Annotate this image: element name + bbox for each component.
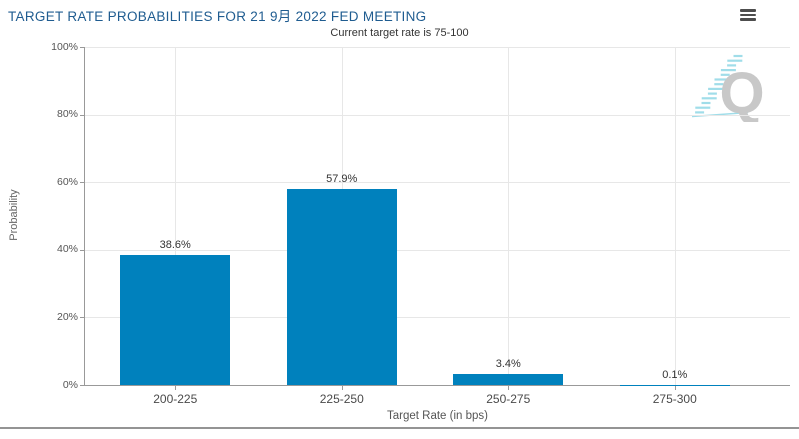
x-axis-tick [674,386,676,390]
bar [120,254,231,385]
y-axis-tick [80,182,85,184]
x-axis-tick [508,386,510,390]
y-axis-tick [80,249,85,251]
v-gridline [508,47,510,385]
x-axis-line [84,385,790,386]
category-label: 250-275 [486,392,531,406]
h-gridline [85,47,790,48]
category-label: 275-300 [652,392,697,406]
chart-title: TARGET RATE PROBABILITIES FOR 21 9月 2022… [8,9,427,24]
v-gridline [674,47,676,385]
bar [286,189,397,385]
y-tick-label: 20% [56,310,78,323]
y-axis-tick [80,385,85,386]
bar-value-label: 3.4% [495,357,521,370]
hamburger-bar [740,13,756,17]
y-axis-line [84,47,85,386]
watermark-stripes [692,54,749,118]
v-gridline [175,47,177,385]
hamburger-bar [740,18,756,21]
bar-value-label: 57.9% [326,173,358,186]
hamburger-menu-icon[interactable] [739,8,759,26]
panel-bottom-divider [0,427,799,429]
h-gridline [85,182,790,184]
bar [453,373,564,385]
y-tick-label: 100% [51,40,78,53]
quikstrike-watermark-logo: Q [692,54,765,122]
y-tick-label: 80% [56,108,78,121]
y-tick-label: 0% [62,378,78,391]
chart-subtitle: Current target rate is 75-100 [330,27,469,39]
h-gridline [85,249,790,251]
h-gridline [85,317,790,319]
bar-value-label: 0.1% [662,368,688,381]
watermark-letter: Q [719,61,764,122]
y-axis-tick [80,114,85,116]
y-axis-tick [80,47,85,48]
category-label: 225-250 [319,392,364,406]
bar-value-label: 38.6% [159,238,191,251]
x-axis-tick [175,386,177,390]
h-gridline [85,114,790,116]
hamburger-bar [740,9,756,12]
y-tick-label: 40% [56,243,78,256]
y-axis-title: Probability [8,189,20,241]
y-axis-tick [80,317,85,319]
x-axis-title: Target Rate (in bps) [387,410,488,422]
y-tick-label: 60% [56,175,78,188]
x-axis-tick [341,386,343,390]
category-label: 200-225 [153,392,198,406]
